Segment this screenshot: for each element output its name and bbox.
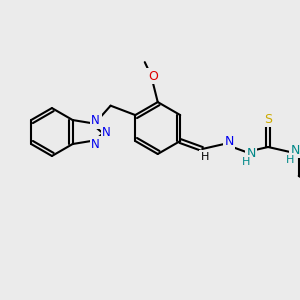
Text: N: N	[290, 143, 300, 157]
Text: N: N	[246, 148, 256, 160]
Text: S: S	[264, 112, 272, 126]
Text: H: H	[242, 157, 250, 167]
Text: N: N	[102, 125, 111, 139]
Text: H: H	[286, 155, 294, 165]
Text: N: N	[91, 114, 100, 127]
Text: O: O	[148, 70, 158, 83]
Text: H: H	[201, 152, 209, 162]
Text: N: N	[224, 134, 234, 148]
Text: N: N	[91, 138, 100, 151]
